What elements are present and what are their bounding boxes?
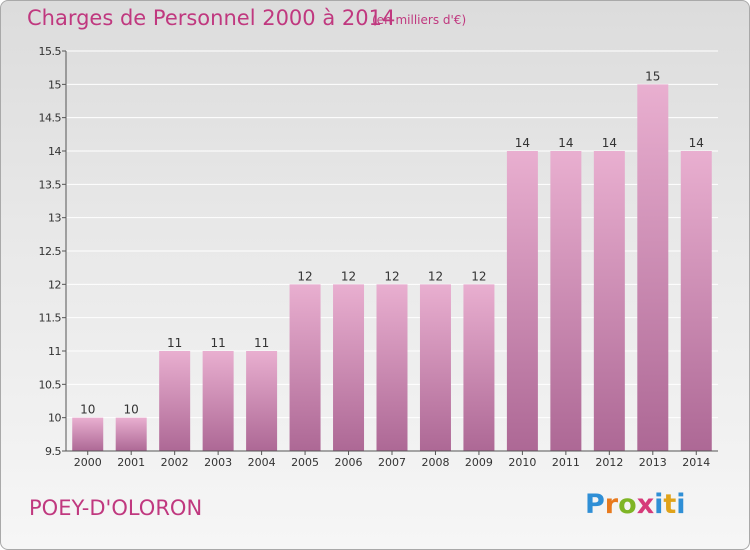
x-tick-label: 2002 bbox=[161, 456, 189, 469]
bar bbox=[159, 351, 191, 451]
data-label: 10 bbox=[80, 403, 95, 417]
x-tick-label: 2007 bbox=[378, 456, 406, 469]
data-label: 11 bbox=[254, 336, 269, 350]
bar bbox=[72, 417, 104, 451]
bar bbox=[637, 84, 669, 451]
bar bbox=[333, 284, 365, 451]
chart-title: Charges de Personnel 2000 à 2014 bbox=[27, 6, 396, 30]
y-tick-label: 13.5 bbox=[39, 178, 62, 191]
data-label: 14 bbox=[515, 136, 530, 150]
proxiti-logo: Proxiti bbox=[585, 489, 686, 520]
commune-name: POEY-D'OLORON bbox=[29, 496, 203, 520]
x-tick-label: 2009 bbox=[465, 456, 493, 469]
x-tick-label: 2010 bbox=[508, 456, 536, 469]
bar bbox=[506, 151, 538, 451]
bars bbox=[72, 84, 712, 451]
x-tick-label: 2012 bbox=[595, 456, 623, 469]
y-tick-label: 14 bbox=[48, 145, 61, 158]
y-tick-label: 15.5 bbox=[39, 45, 62, 58]
data-label: 14 bbox=[558, 136, 573, 150]
data-label: 14 bbox=[602, 136, 617, 150]
bar bbox=[246, 351, 278, 451]
x-tick-label: 2006 bbox=[335, 456, 363, 469]
data-label: 12 bbox=[341, 269, 356, 283]
data-label: 11 bbox=[210, 336, 225, 350]
y-tick-label: 15 bbox=[48, 78, 61, 91]
x-tick-label: 2005 bbox=[291, 456, 319, 469]
bar bbox=[463, 284, 495, 451]
data-label: 15 bbox=[645, 69, 660, 83]
data-label: 11 bbox=[167, 336, 182, 350]
data-label: 10 bbox=[124, 403, 139, 417]
x-tick-label: 2008 bbox=[421, 456, 449, 469]
x-tick-label: 2014 bbox=[682, 456, 710, 469]
chart-unit: (en milliers d'€) bbox=[372, 13, 467, 27]
y-tick-label: 9.5 bbox=[45, 445, 61, 458]
data-label: 12 bbox=[428, 269, 443, 283]
x-tick-label: 2001 bbox=[117, 456, 145, 469]
bar bbox=[289, 284, 321, 451]
y-tick-label: 12.5 bbox=[39, 245, 62, 258]
x-tick-label: 2000 bbox=[74, 456, 102, 469]
y-tick-label: 14.5 bbox=[39, 112, 62, 125]
y-tick-label: 11 bbox=[48, 345, 61, 358]
bar bbox=[593, 151, 625, 451]
bar bbox=[550, 151, 582, 451]
x-tick-label: 2003 bbox=[204, 456, 232, 469]
axes bbox=[62, 50, 718, 455]
y-tick-label: 10 bbox=[48, 412, 61, 425]
bar bbox=[376, 284, 408, 451]
data-label: 12 bbox=[471, 269, 486, 283]
bar bbox=[680, 151, 712, 451]
y-tick-label: 13 bbox=[48, 212, 61, 225]
labels: 9.5 10 10.5 11 11.5 12 12.5 13 13.5 14 14.5 15 15.5 1… bbox=[39, 45, 711, 469]
y-tick-label: 11.5 bbox=[39, 312, 62, 325]
bar bbox=[115, 417, 147, 451]
bar bbox=[202, 351, 234, 451]
y-tick-label: 10.5 bbox=[39, 378, 62, 391]
bar bbox=[419, 284, 451, 451]
y-tick-label: 12 bbox=[48, 278, 61, 291]
x-tick-label: 2011 bbox=[552, 456, 580, 469]
x-tick-label: 2004 bbox=[248, 456, 276, 469]
data-label: 12 bbox=[297, 269, 312, 283]
data-label: 12 bbox=[384, 269, 399, 283]
x-tick-label: 2013 bbox=[639, 456, 667, 469]
data-label: 14 bbox=[689, 136, 704, 150]
